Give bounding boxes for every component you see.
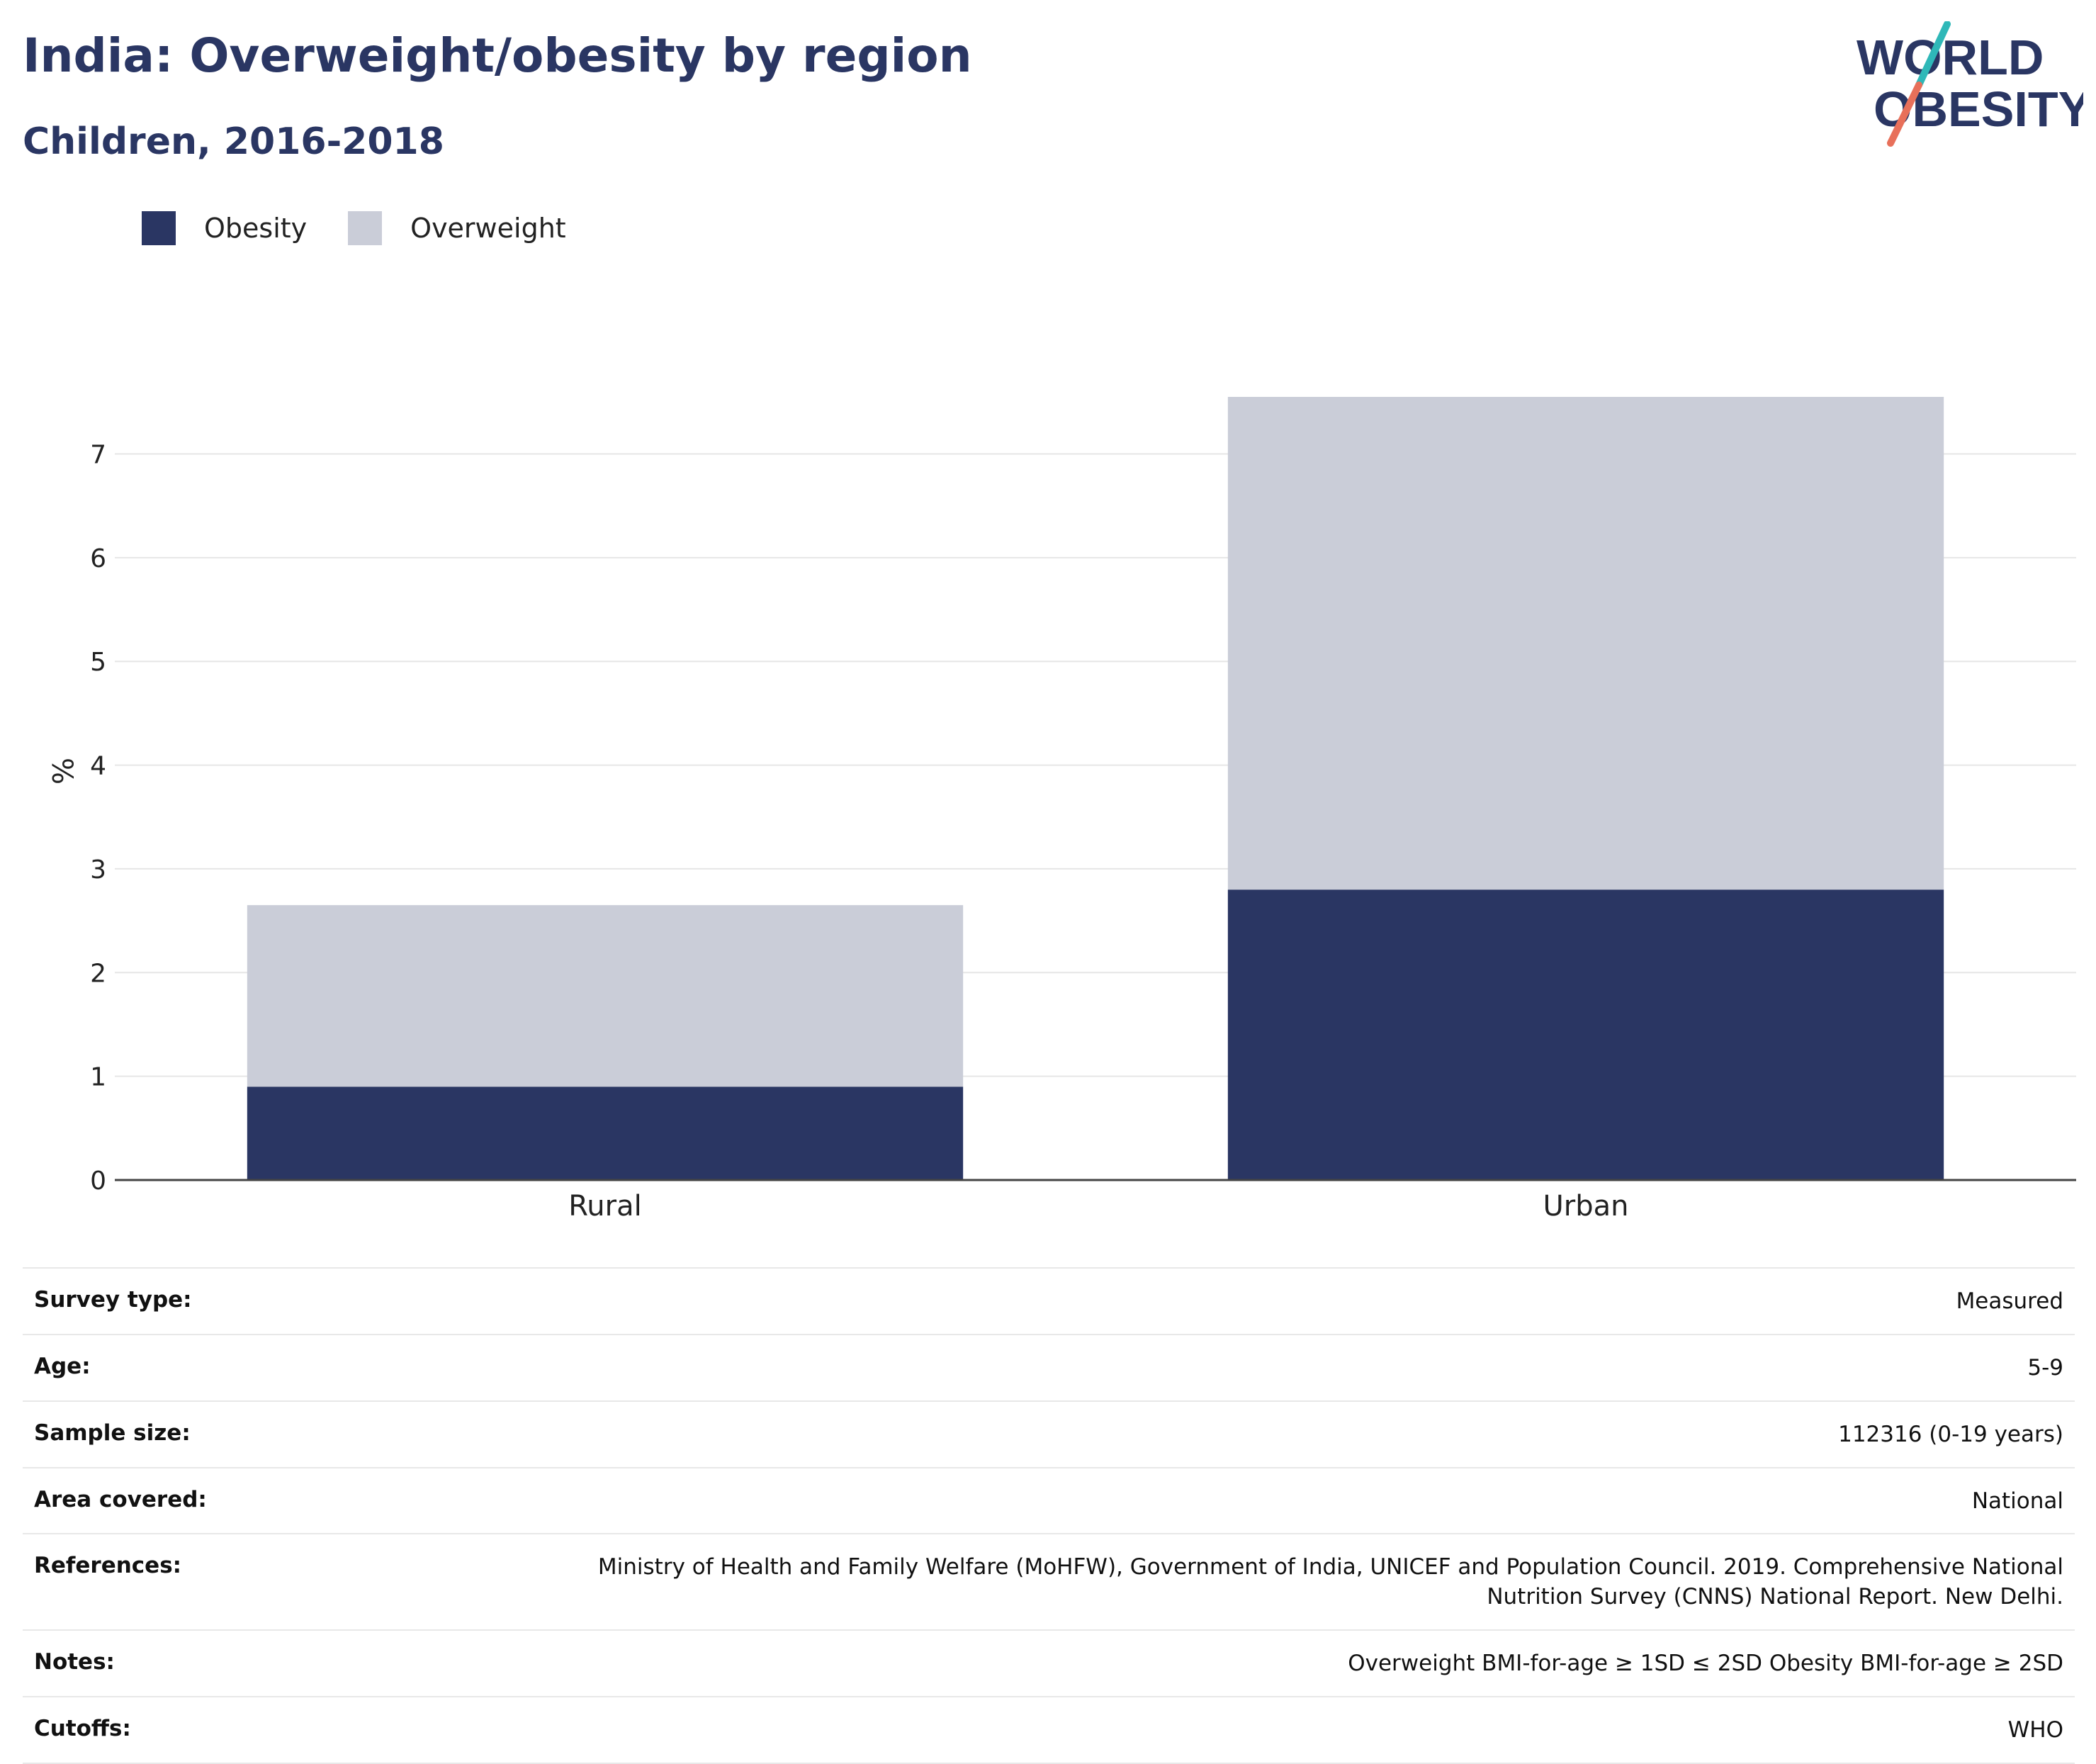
info-key: Sample size:	[34, 1420, 191, 1446]
info-value: Measured	[1956, 1288, 2063, 1314]
stacked-bar-chart: 0 1 2 3 4 5 6 7 Rural Urban %	[45, 397, 2076, 1223]
info-key: Cutoffs:	[34, 1715, 131, 1741]
bar-obesity-rural[interactable]	[247, 1086, 964, 1180]
legend-swatch-obesity	[142, 211, 176, 245]
y-tick-label: 1	[90, 1063, 106, 1092]
y-tick-label: 6	[90, 544, 106, 573]
y-tick-label: 3	[90, 855, 106, 884]
chart-subtitle: Children, 2016-2018	[23, 120, 444, 163]
x-axis: Rural Urban	[115, 1179, 2076, 1223]
info-value: 112316 (0-19 years)	[1838, 1421, 2063, 1447]
logo-slash-red	[1887, 82, 1922, 147]
info-value: 5-9	[2027, 1354, 2063, 1381]
info-value: WHO	[2007, 1717, 2063, 1743]
info-value: National	[1971, 1488, 2063, 1514]
info-row: Notes: Overweight BMI-for-age ≥ 1SD ≤ 2SD…	[23, 1631, 2075, 1697]
legend-swatch-overweight	[348, 211, 383, 245]
y-tick-label: 4	[90, 752, 106, 781]
bar-obesity-urban[interactable]	[1227, 889, 1944, 1180]
y-axis-label: %	[45, 758, 78, 785]
y-tick-label: 7	[90, 440, 106, 469]
info-row: Area covered: National	[23, 1468, 2075, 1535]
y-tick-label: 5	[90, 648, 106, 677]
legend-label-overweight: Overweight	[410, 213, 566, 244]
survey-info-table: Survey type: Measured Age: 5-9 Sample size: 1…	[23, 1267, 2075, 1764]
world-obesity-logo: WORLD OBESITY	[1856, 21, 2083, 147]
info-key: Age:	[34, 1353, 91, 1379]
info-row: Sample size: 112316 (0-19 years)	[23, 1402, 2075, 1468]
legend-item-obesity[interactable]: Obesity	[142, 211, 307, 245]
info-row: Age: 5-9	[23, 1335, 2075, 1402]
info-row: Cutoffs: WHO	[23, 1697, 2075, 1764]
bar-overweight-urban[interactable]	[1227, 397, 1944, 890]
y-tick-label: 2	[90, 959, 106, 988]
logo-slash-teal	[1915, 21, 1951, 89]
info-row: References: Ministry of Health and Family…	[23, 1534, 2075, 1631]
info-value: Ministry of Health and Family Welfare (M…	[597, 1554, 2063, 1610]
chart-title: India: Overweight/obesity by region	[23, 28, 972, 83]
legend-label-obesity: Obesity	[204, 213, 308, 244]
x-tick-label: Rural	[568, 1190, 641, 1223]
legend-item-overweight[interactable]: Overweight	[348, 211, 566, 245]
info-key: Notes:	[34, 1649, 115, 1675]
info-value: Overweight BMI-for-age ≥ 1SD ≤ 2SD Obesi…	[1348, 1651, 2063, 1677]
bars	[247, 397, 1944, 1180]
y-tick-label: 0	[90, 1167, 106, 1196]
logo-word-world: WORLD	[1856, 30, 2044, 85]
chart-legend: Obesity Overweight	[142, 211, 607, 245]
y-axis: 0 1 2 3 4 5 6 7	[90, 440, 106, 1196]
info-key: Area covered:	[34, 1486, 207, 1512]
bar-overweight-rural[interactable]	[247, 905, 964, 1087]
x-tick-label: Urban	[1543, 1190, 1629, 1223]
info-key: Survey type:	[34, 1287, 192, 1313]
info-row: Survey type: Measured	[23, 1269, 2075, 1335]
info-key: References:	[34, 1553, 182, 1579]
